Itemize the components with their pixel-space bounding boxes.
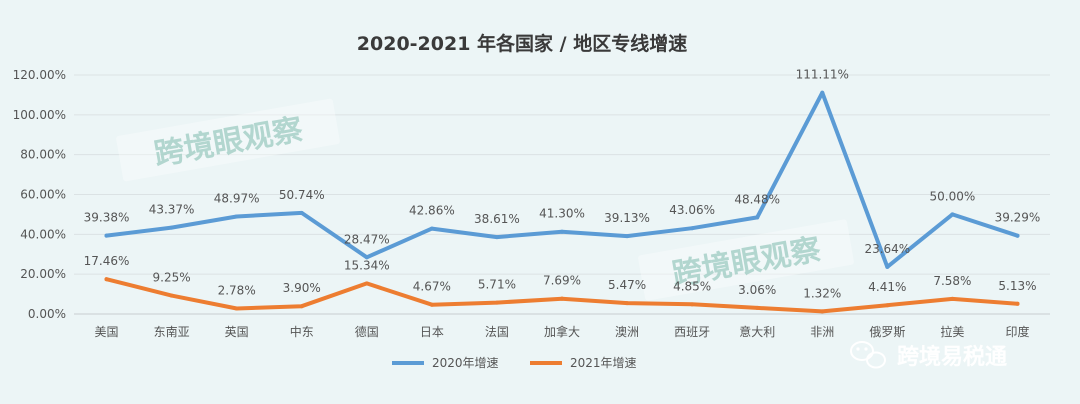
gridlines (74, 74, 1050, 315)
data-point (560, 229, 564, 234)
data-point (169, 293, 174, 298)
data-point (755, 215, 760, 220)
chart-title: 2020-2021 年各国家 / 地区专线增速 (357, 32, 687, 55)
data-point (625, 301, 630, 306)
data-point (104, 233, 109, 238)
data-label: 7.58% (933, 274, 971, 288)
x-tick-label: 西班牙 (674, 325, 710, 339)
data-point (1015, 233, 1020, 238)
data-label: 5.47% (608, 278, 646, 292)
x-tick-label: 法国 (485, 325, 509, 339)
data-point (494, 300, 499, 305)
data-label: 1.32% (803, 286, 841, 300)
y-tick-label: 0.00% (28, 307, 66, 321)
data-point (299, 210, 304, 215)
x-tick-label: 美国 (95, 325, 119, 339)
data-point (950, 212, 955, 217)
watermark-box (638, 219, 854, 301)
legend: 2020年增速 2021年增速 (392, 356, 637, 370)
series-lines (104, 90, 1020, 314)
data-point (169, 225, 174, 230)
data-label: 42.86% (409, 204, 455, 218)
data-point (429, 302, 434, 307)
data-label: 39.13% (604, 211, 650, 225)
y-tick-label: 60.00% (20, 188, 66, 202)
x-tick-label: 拉美 (940, 324, 964, 339)
data-label: 50.00% (930, 189, 976, 203)
data-point (625, 234, 630, 239)
x-tick-label: 东南亚 (154, 324, 190, 339)
x-tick-label: 澳洲 (615, 325, 639, 339)
data-label: 48.97% (214, 191, 260, 205)
data-point (755, 305, 760, 310)
data-point (1015, 301, 1020, 306)
data-point (299, 304, 304, 309)
data-label: 7.69% (543, 274, 581, 288)
legend-label-2020: 2020年增速 (432, 356, 499, 370)
x-tick-label: 非洲 (810, 325, 834, 339)
wechat-icon (850, 341, 886, 369)
x-tick-label: 加拿大 (544, 324, 580, 339)
data-label: 3.06% (738, 283, 776, 297)
data-point (820, 309, 825, 314)
x-tick-label: 印度 (1005, 324, 1029, 339)
data-label: 43.06% (669, 203, 715, 217)
data-labels: 39.38% 43.37% 48.97% 50.74% 28.47% 42.86% 38.6… (84, 68, 1041, 301)
data-point (364, 281, 369, 286)
y-tick-label: 80.00% (20, 148, 66, 162)
x-tick-label: 德国 (355, 324, 379, 339)
brand-name: 跨境易税通 (897, 344, 1007, 370)
data-label: 4.85% (673, 279, 711, 293)
data-label: 39.29% (995, 211, 1041, 225)
x-axis: 美国 东南亚 英国 中东 德国 日本 法国 加拿大 澳洲 西班牙 意大利 非洲 俄罗斯 拉美 印度 (95, 324, 1030, 339)
legend-label-2021: 2021年增速 (570, 356, 637, 370)
data-point (885, 264, 890, 269)
x-tick-label: 中东 (290, 324, 314, 339)
data-point (950, 296, 955, 301)
data-label: 48.48% (734, 192, 780, 206)
data-label: 41.30% (539, 207, 585, 221)
x-tick-label: 英国 (225, 325, 249, 339)
watermark-box (116, 98, 340, 182)
y-tick-label: 20.00% (20, 267, 66, 281)
data-label: 17.46% (84, 254, 130, 268)
data-point (364, 255, 369, 260)
x-tick-label: 日本 (420, 325, 444, 339)
y-axis: 0.00% 20.00% 40.00% 60.00% 80.00% 100.00% 120.… (13, 68, 66, 321)
x-tick-label: 俄罗斯 (869, 325, 905, 339)
data-label: 111.11% (796, 68, 849, 82)
data-label: 50.74% (279, 188, 325, 202)
y-tick-label: 100.00% (13, 108, 66, 122)
data-label: 4.41% (868, 280, 906, 294)
data-label: 3.90% (283, 281, 321, 295)
data-label: 5.71% (478, 278, 516, 292)
brand-mark: 跨境易税通 (850, 341, 1007, 370)
data-point (429, 226, 434, 231)
data-label: 9.25% (153, 271, 191, 285)
data-point (690, 226, 695, 231)
data-label: 43.37% (149, 203, 195, 217)
data-point (885, 303, 890, 308)
y-tick-label: 40.00% (20, 227, 66, 241)
y-tick-label: 120.00% (13, 68, 66, 82)
data-label: 5.13% (998, 279, 1036, 293)
data-point (820, 90, 825, 95)
data-point (494, 235, 499, 240)
data-label: 23.64% (864, 242, 910, 256)
watermark-1: 跨境眼观察 (116, 98, 340, 182)
data-label: 39.38% (84, 211, 130, 225)
data-label: 28.47% (344, 232, 390, 246)
data-point (560, 296, 564, 301)
data-point (234, 306, 239, 311)
data-point (104, 277, 109, 282)
data-label: 38.61% (474, 212, 520, 226)
x-tick-label: 意大利 (739, 324, 775, 339)
data-label: 4.67% (413, 280, 451, 294)
data-point (234, 214, 239, 219)
data-label: 15.34% (344, 258, 390, 272)
data-point (690, 302, 695, 307)
data-label: 2.78% (218, 283, 256, 297)
